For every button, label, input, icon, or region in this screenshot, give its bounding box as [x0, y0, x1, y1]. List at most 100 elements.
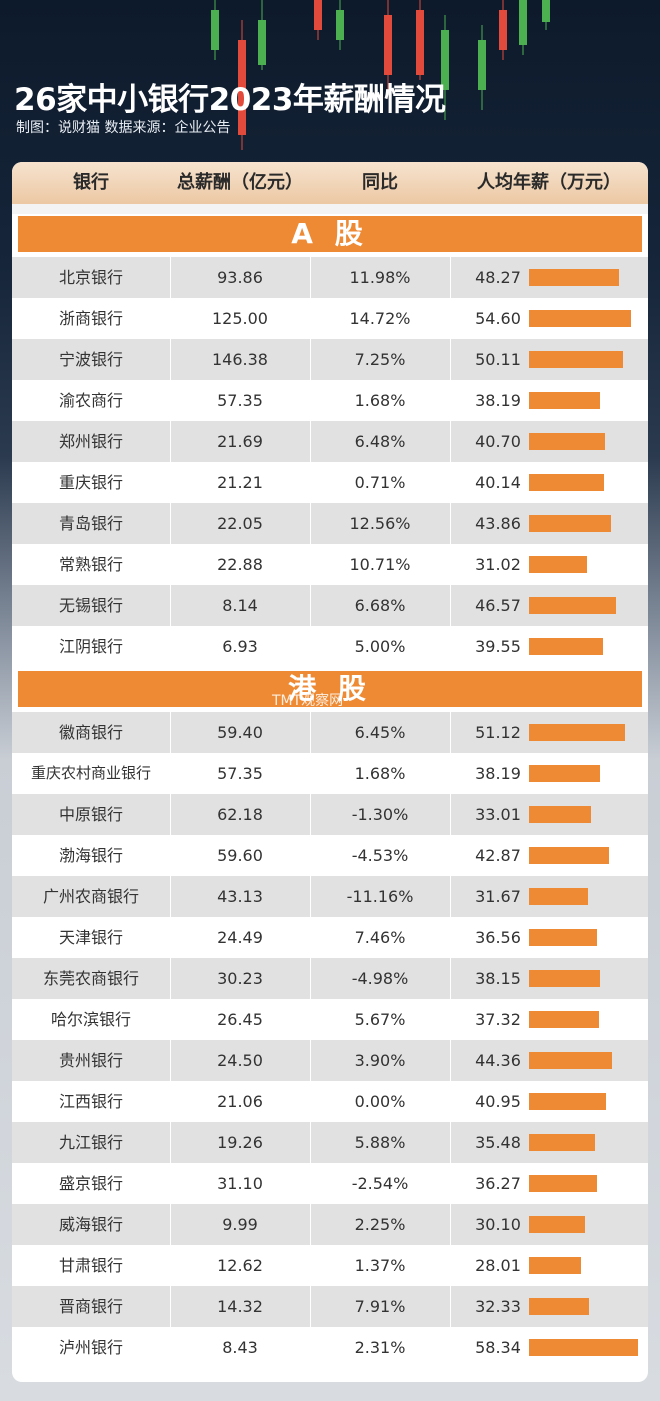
cell-bank: 天津银行 [58, 928, 123, 947]
cell-bank: 江阴银行 [58, 637, 123, 656]
column-divider [310, 1204, 311, 1245]
cell-yoy: 5.88% [354, 1133, 406, 1152]
cell-yoy: 1.68% [354, 764, 406, 783]
header-yoy: 同比 [362, 172, 398, 193]
avg-salary-bar [529, 556, 587, 573]
cell-total-pay: 146.38 [212, 350, 268, 369]
cell-total-pay: 14.32 [217, 1297, 263, 1316]
column-divider [310, 958, 311, 999]
cell-yoy: -2.54% [351, 1174, 409, 1193]
avg-salary-bar [529, 929, 597, 946]
cell-yoy: 7.91% [354, 1297, 406, 1316]
table-row: 郑州银行 21.69 6.48% 40.70 [12, 421, 648, 462]
cell-total-pay: 30.23 [217, 969, 263, 988]
cell-bank: 无锡银行 [58, 596, 123, 615]
cell-avg-salary: 50.11 [475, 350, 521, 369]
column-divider [170, 958, 171, 999]
cell-yoy: 5.00% [354, 637, 406, 656]
column-divider [310, 298, 311, 339]
table-row: 贵州银行 24.50 3.90% 44.36 [12, 1040, 648, 1081]
column-divider [450, 380, 451, 421]
column-divider [450, 1040, 451, 1081]
cell-total-pay: 31.10 [217, 1174, 263, 1193]
cell-yoy: 7.46% [354, 928, 406, 947]
table-row: 江阴银行 6.93 5.00% 39.55 [12, 626, 648, 667]
cell-bank: 泸州银行 [58, 1338, 123, 1357]
cell-total-pay: 21.06 [217, 1092, 263, 1111]
column-divider [450, 917, 451, 958]
cell-yoy: 14.72% [349, 309, 411, 328]
column-divider [450, 298, 451, 339]
column-divider [170, 1040, 171, 1081]
column-divider [450, 1163, 451, 1204]
column-divider [450, 1327, 451, 1368]
column-divider [170, 1286, 171, 1327]
column-divider [310, 380, 311, 421]
column-divider [450, 626, 451, 667]
column-divider [170, 1245, 171, 1286]
source-credit: 制图：说财猫 数据来源：企业公告 [16, 120, 231, 136]
cell-bank: 中原银行 [58, 805, 123, 824]
cell-avg-salary: 32.33 [475, 1297, 521, 1316]
cell-total-pay: 24.50 [217, 1051, 263, 1070]
column-divider [310, 1122, 311, 1163]
cell-avg-salary: 38.19 [475, 391, 521, 410]
avg-salary-bar [529, 888, 588, 905]
column-divider [170, 1327, 171, 1368]
column-divider [170, 753, 171, 794]
column-divider [310, 876, 311, 917]
cell-bank: 渝农商行 [58, 391, 123, 410]
page-title: 26家中小银行2023年薪酬情况 [14, 82, 446, 118]
cell-total-pay: 8.43 [222, 1338, 258, 1357]
salary-table: 银行 总薪酬（亿元） 同比 人均年薪（万元） A 股北京银行 93.86 11.98… [12, 162, 648, 1382]
column-divider [310, 585, 311, 626]
column-divider [170, 257, 171, 298]
table-row: 渝农商行 57.35 1.68% 38.19 [12, 380, 648, 421]
cell-total-pay: 125.00 [212, 309, 268, 328]
column-divider [170, 1081, 171, 1122]
column-divider [170, 876, 171, 917]
avg-salary-bar [529, 765, 600, 782]
cell-total-pay: 9.99 [222, 1215, 258, 1234]
cell-total-pay: 93.86 [217, 268, 263, 287]
cell-bank: 重庆农村商业银行 [30, 764, 151, 782]
column-divider [310, 1245, 311, 1286]
cell-total-pay: 21.21 [217, 473, 263, 492]
cell-yoy: 5.67% [354, 1010, 406, 1029]
column-divider [170, 503, 171, 544]
cell-total-pay: 22.88 [217, 555, 263, 574]
cell-bank: 江西银行 [58, 1092, 123, 1111]
cell-bank: 哈尔滨银行 [50, 1010, 131, 1029]
cell-yoy: 6.68% [354, 596, 406, 615]
column-divider [170, 835, 171, 876]
avg-salary-bar [529, 1134, 595, 1151]
header-avg-salary: 人均年薪（万元） [477, 172, 621, 193]
cell-total-pay: 8.14 [222, 596, 258, 615]
table-row: 无锡银行 8.14 6.68% 46.57 [12, 585, 648, 626]
cell-yoy: 2.25% [354, 1215, 406, 1234]
cell-total-pay: 59.40 [217, 723, 263, 742]
header-divider [12, 204, 648, 214]
cell-avg-salary: 40.14 [475, 473, 521, 492]
cell-bank: 威海银行 [58, 1215, 123, 1234]
column-divider [310, 626, 311, 667]
cell-avg-salary: 39.55 [475, 637, 521, 656]
column-divider [170, 298, 171, 339]
cell-yoy: -4.98% [351, 969, 409, 988]
cell-bank: 北京银行 [58, 268, 123, 287]
cell-avg-salary: 58.34 [475, 1338, 521, 1357]
column-divider [170, 1122, 171, 1163]
avg-salary-bar [529, 515, 611, 532]
column-divider [170, 712, 171, 753]
cell-bank: 贵州银行 [58, 1051, 123, 1070]
column-divider [450, 544, 451, 585]
column-divider [170, 585, 171, 626]
cell-total-pay: 6.93 [222, 637, 258, 656]
table-row: 北京银行 93.86 11.98% 48.27 [12, 257, 648, 298]
table-row: 天津银行 24.49 7.46% 36.56 [12, 917, 648, 958]
cell-bank: 东莞农商银行 [42, 969, 139, 988]
column-divider [310, 712, 311, 753]
column-divider [310, 1286, 311, 1327]
avg-salary-bar [529, 1216, 585, 1233]
cell-yoy: -11.16% [346, 887, 414, 906]
